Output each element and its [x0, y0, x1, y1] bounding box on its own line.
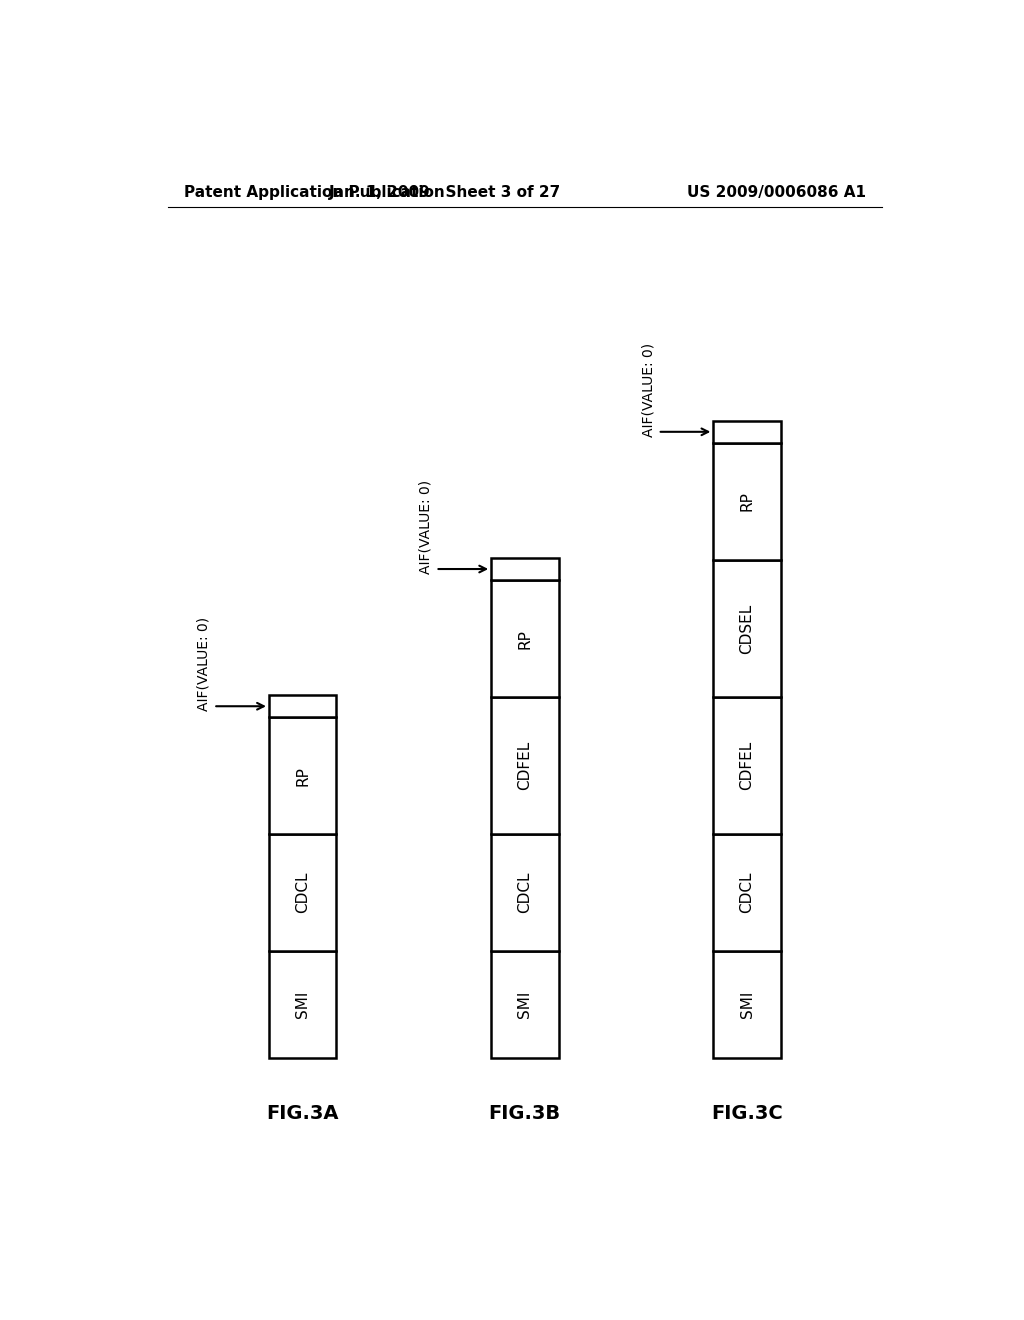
- Bar: [269, 696, 336, 718]
- Text: FIG.3A: FIG.3A: [266, 1105, 339, 1123]
- Text: RP: RP: [517, 628, 532, 648]
- Bar: [714, 697, 780, 834]
- Bar: [714, 834, 780, 952]
- Bar: [714, 421, 780, 444]
- Text: SMI: SMI: [517, 991, 532, 1018]
- Text: CDCL: CDCL: [295, 873, 310, 913]
- Text: FIG.3C: FIG.3C: [711, 1105, 783, 1123]
- Bar: [714, 560, 780, 697]
- Bar: [714, 444, 780, 560]
- Bar: [269, 718, 336, 834]
- Text: SMI: SMI: [739, 991, 755, 1018]
- Text: US 2009/0006086 A1: US 2009/0006086 A1: [687, 185, 866, 201]
- Text: CDSEL: CDSEL: [739, 603, 755, 653]
- Bar: [269, 834, 336, 952]
- Text: AIF(VALUE: 0): AIF(VALUE: 0): [641, 343, 655, 437]
- Text: AIF(VALUE: 0): AIF(VALUE: 0): [197, 618, 211, 711]
- Text: RP: RP: [295, 766, 310, 785]
- Bar: [492, 581, 558, 697]
- Text: FIG.3B: FIG.3B: [488, 1105, 561, 1123]
- Text: CDFEL: CDFEL: [517, 741, 532, 791]
- Bar: [269, 952, 336, 1057]
- Text: RP: RP: [739, 491, 755, 511]
- Bar: [492, 697, 558, 834]
- Bar: [492, 834, 558, 952]
- Bar: [714, 952, 780, 1057]
- Text: SMI: SMI: [295, 991, 310, 1018]
- Text: Patent Application Publication: Patent Application Publication: [183, 185, 444, 201]
- Text: CDCL: CDCL: [739, 873, 755, 913]
- Text: Jan. 1, 2009   Sheet 3 of 27: Jan. 1, 2009 Sheet 3 of 27: [330, 185, 561, 201]
- Text: AIF(VALUE: 0): AIF(VALUE: 0): [419, 480, 433, 574]
- Bar: [492, 952, 558, 1057]
- Text: CDFEL: CDFEL: [739, 741, 755, 791]
- Bar: [492, 558, 558, 581]
- Text: CDCL: CDCL: [517, 873, 532, 913]
